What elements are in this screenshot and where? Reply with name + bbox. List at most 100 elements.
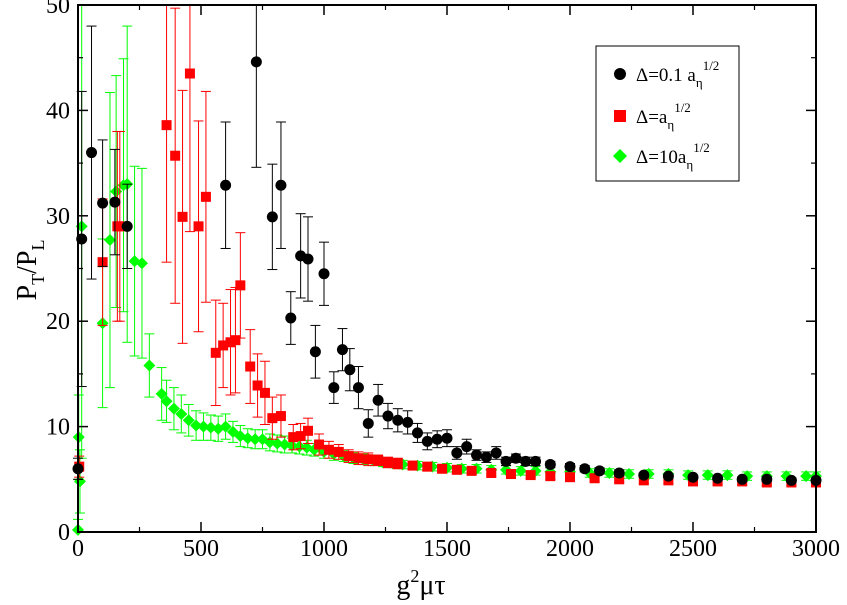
data-point	[603, 466, 616, 479]
data-point	[471, 449, 483, 461]
data-point	[197, 420, 210, 433]
y-tick-label: 40	[46, 98, 70, 124]
x-tick-label: 1500	[423, 536, 471, 562]
series-1	[74, 5, 821, 488]
data-point	[336, 344, 348, 356]
legend-label-series-0-sup: 1/2	[703, 58, 720, 73]
data-point	[235, 280, 246, 291]
data-point	[363, 454, 374, 465]
data-point	[314, 439, 325, 450]
data-point	[736, 473, 748, 485]
data-point	[155, 387, 168, 400]
x-tick-label: 2500	[669, 536, 717, 562]
data-point	[525, 470, 536, 481]
data-point	[382, 457, 393, 468]
data-point	[461, 441, 473, 453]
legend-label-series-0-sub: η	[696, 75, 703, 90]
data-point	[407, 460, 418, 471]
legend-entry-series-2: Δ=10aη1/2	[613, 140, 710, 172]
x-axis-label-sup: 2	[410, 566, 419, 586]
legend-label-series-0-main: Δ=0.1 a	[636, 65, 696, 86]
data-point	[184, 68, 195, 79]
data-point	[721, 469, 734, 482]
y-tick-label: 20	[46, 309, 70, 335]
data-point	[372, 394, 384, 406]
data-point	[109, 196, 121, 208]
legend-marker-series-2	[613, 149, 627, 163]
data-point	[241, 432, 254, 445]
data-point	[613, 467, 625, 479]
y-axis-label-mid: /P	[12, 251, 43, 274]
data-point	[411, 427, 423, 439]
data-point	[490, 447, 502, 459]
data-point	[480, 451, 492, 463]
data-point	[687, 471, 699, 483]
legend-entry-series-1: Δ=aη1/2	[614, 100, 691, 132]
legend-label-series-1: Δ=aη1/2	[636, 100, 691, 132]
legend-label-series-1-sub: η	[667, 117, 674, 132]
data-point	[177, 211, 188, 222]
data-point	[662, 470, 674, 482]
x-tick-label: 1000	[300, 536, 348, 562]
data-point	[302, 253, 314, 265]
data-point	[161, 120, 172, 131]
data-point	[441, 432, 453, 444]
data-point	[245, 361, 256, 372]
data-point	[701, 469, 714, 482]
data-point	[73, 475, 86, 488]
series-0	[72, 5, 822, 486]
data-point	[250, 56, 262, 68]
data-point	[267, 413, 278, 424]
data-point	[295, 431, 306, 442]
data-point	[303, 425, 314, 436]
data-point	[589, 473, 600, 484]
data-point	[271, 437, 284, 450]
data-point	[200, 191, 211, 202]
data-point	[505, 469, 516, 480]
legend-label-series-0: Δ=0.1 aη1/2	[636, 58, 719, 90]
data-point	[545, 471, 556, 482]
data-point	[451, 464, 462, 475]
x-tick-label: 2000	[546, 536, 594, 562]
data-point	[451, 447, 463, 459]
data-point	[431, 433, 443, 445]
data-point	[167, 402, 180, 415]
data-point	[275, 179, 287, 191]
legend-marker-series-1	[614, 110, 626, 122]
data-point	[252, 380, 263, 391]
legend-label-series-2-sub: η	[686, 157, 693, 172]
data-point	[275, 411, 286, 422]
data-point	[785, 474, 797, 486]
data-point	[218, 340, 229, 351]
x-tick-label: 500	[183, 536, 219, 562]
data-point	[373, 455, 384, 466]
data-point	[565, 472, 575, 483]
y-tick-label: 10	[46, 415, 70, 441]
data-point	[564, 461, 576, 473]
data-point	[288, 432, 299, 443]
data-point	[421, 435, 433, 447]
data-point	[249, 433, 262, 446]
data-point	[333, 446, 344, 457]
x-axis-label-rest: μτ	[419, 570, 445, 601]
data-point	[352, 382, 364, 394]
data-point	[579, 463, 591, 475]
data-point	[510, 452, 522, 464]
data-point	[86, 147, 98, 159]
data-point	[437, 463, 448, 474]
data-point	[362, 417, 374, 429]
data-point	[285, 312, 297, 324]
legend-entry-series-0: Δ=0.1 aη1/2	[614, 58, 719, 90]
x-tick-label: 0	[72, 536, 84, 562]
data-point	[286, 439, 299, 452]
data-point	[323, 444, 334, 455]
data-point	[382, 410, 394, 422]
data-point	[219, 420, 232, 433]
data-point	[343, 451, 354, 462]
data-point	[466, 465, 477, 476]
y-axis-label-sub1: T	[28, 274, 48, 285]
data-point	[230, 335, 241, 346]
data-point	[344, 364, 356, 376]
data-point	[402, 416, 414, 428]
data-point	[422, 461, 433, 472]
